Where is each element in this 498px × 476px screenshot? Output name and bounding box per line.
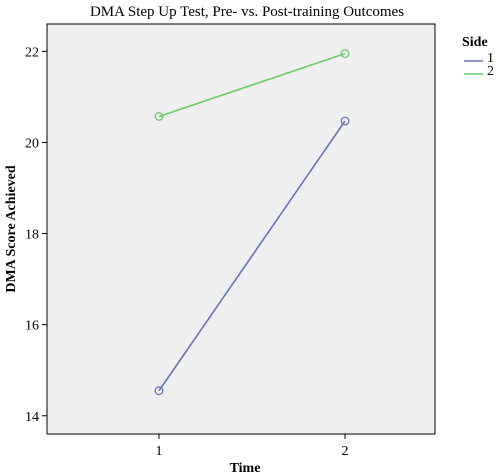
plot-area [46, 23, 436, 435]
y-axis-label: DMA Score Achieved [4, 165, 19, 292]
y-tick-label: 20 [25, 136, 39, 151]
y-tick-label: 18 [25, 228, 39, 243]
y-axis: 14 16 18 20 22 [25, 45, 47, 425]
x-tick-label: 1 [156, 444, 163, 459]
y-tick-label: 16 [25, 319, 39, 334]
y-tick-label: 22 [25, 45, 39, 60]
series-layer [154, 49, 350, 396]
y-tick-label: 14 [25, 410, 39, 425]
x-tick-label: 2 [342, 444, 349, 459]
x-axis-label: Time [230, 461, 261, 476]
legend: Side 12 [462, 35, 494, 79]
chart-title: DMA Step Up Test, Pre- vs. Post-training… [90, 4, 404, 20]
legend-label-2: 2 [487, 64, 494, 79]
legend-label-1: 1 [487, 51, 494, 66]
legend-title: Side [462, 35, 488, 50]
series-line-2 [158, 52, 346, 118]
data-point-series-1-x-2 [340, 116, 350, 126]
data-point-series-2-x-1 [154, 112, 164, 121]
data-point-series-2-x-2 [340, 49, 350, 59]
series-line-1 [158, 120, 346, 392]
data-point-series-1-x-1 [154, 386, 164, 396]
